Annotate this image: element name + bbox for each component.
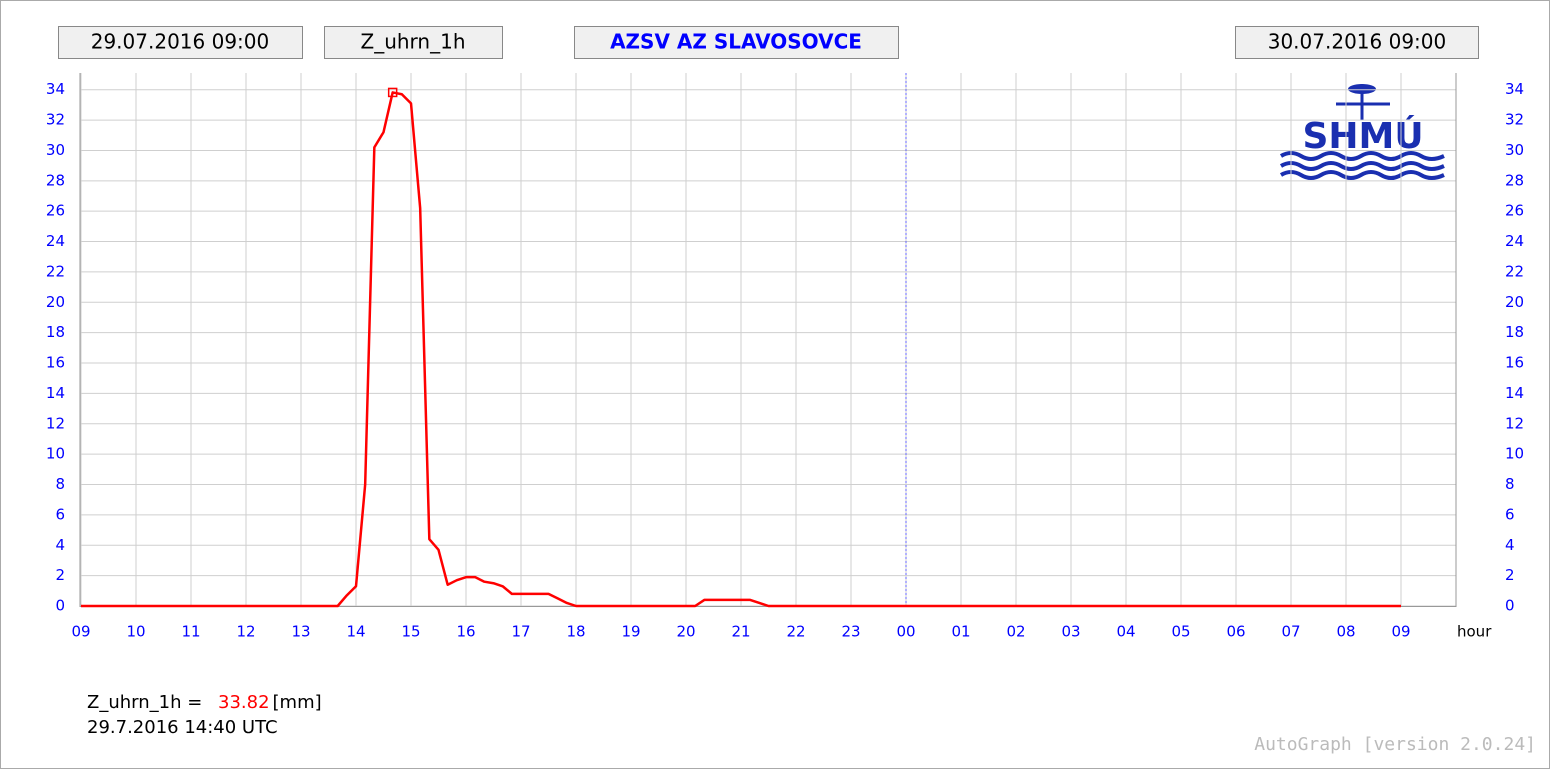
y-tick-label: 2: [55, 566, 65, 584]
x-tick-label: 10: [126, 623, 145, 641]
y2-tick-label: 16: [1505, 354, 1524, 372]
y-tick-label: 0: [55, 597, 65, 615]
x-tick-label: 12: [236, 623, 255, 641]
x-tick-label: 22: [786, 623, 805, 641]
station-box: [574, 26, 899, 59]
y2-tick-label: 12: [1505, 414, 1524, 432]
x-tick-label: 03: [1061, 623, 1080, 641]
y2-tick-label: 2: [1505, 566, 1515, 584]
x-tick-label: 19: [621, 623, 640, 641]
x-tick-label: 23: [841, 623, 860, 641]
y2-tick-label: 10: [1505, 445, 1524, 463]
variable-box: [324, 26, 503, 59]
y-tick-label: 18: [46, 323, 65, 341]
x-tick-label: 05: [1171, 623, 1190, 641]
x-tick-label: 14: [346, 623, 365, 641]
x-tick-label: 06: [1226, 623, 1245, 641]
logo-anemometer: [1348, 84, 1376, 94]
readout-unit: [mm]: [273, 692, 322, 713]
y-tick-label: 32: [46, 111, 65, 129]
y2-tick-label: 18: [1505, 323, 1524, 341]
x-tick-label: 01: [951, 623, 970, 641]
y-tick-label: 24: [46, 232, 65, 250]
y2-tick-label: 24: [1505, 232, 1524, 250]
y-tick-label: 34: [46, 80, 65, 98]
logo-waves: [1279, 151, 1445, 180]
y-tick-label: 12: [46, 414, 65, 432]
y2-tick-label: 34: [1505, 80, 1524, 98]
y-tick-label: 16: [46, 354, 65, 372]
y2-tick-label: 30: [1505, 141, 1524, 159]
y2-tick-label: 22: [1505, 262, 1524, 280]
y2-tick-label: 0: [1505, 597, 1515, 615]
y-tick-label: 4: [55, 536, 65, 554]
x-tick-label: 07: [1281, 623, 1300, 641]
series-line: [81, 91, 1401, 608]
x-tick-label: 09: [71, 623, 90, 641]
y-tick-label: 22: [46, 262, 65, 280]
y-tick-label: 8: [55, 475, 65, 493]
start-box: [58, 26, 303, 59]
x-tick-label: 11: [181, 623, 200, 641]
x-tick-label: 02: [1006, 623, 1025, 641]
y2-tick-label: 20: [1505, 293, 1524, 311]
y2-tick-label: 4: [1505, 536, 1515, 554]
y-tick-label: 14: [46, 384, 65, 402]
x-tick-label: 09: [1391, 623, 1410, 641]
x-tick-label: 04: [1116, 623, 1135, 641]
y2-tick-label: 6: [1505, 505, 1515, 523]
end-box: [1235, 26, 1479, 59]
x-tick-label: 18: [566, 623, 585, 641]
peak-marker: [387, 87, 398, 98]
readout-label: Z_uhrn_1h =: [87, 692, 202, 713]
x-tick-label: 08: [1336, 623, 1355, 641]
x-tick-label: 15: [401, 623, 420, 641]
x-tick-label: 17: [511, 623, 530, 641]
y2-tick-label: 28: [1505, 171, 1524, 189]
y2-tick-label: 8: [1505, 475, 1515, 493]
variable-title: Z_uhrn_1h: [361, 30, 466, 54]
x-tick-label: 21: [731, 623, 750, 641]
readout-time: 29.7.2016 14:40 UTC: [87, 717, 278, 738]
end-time: 30.07.2016 09:00: [1268, 30, 1447, 54]
y2-tick-label: 26: [1505, 202, 1524, 220]
x-tick-label: 00: [896, 623, 915, 641]
y-tick-label: 6: [55, 505, 65, 523]
y-tick-label: 10: [46, 445, 65, 463]
x-tick-label: 20: [676, 623, 695, 641]
y2-tick-label: 14: [1505, 384, 1524, 402]
y-tick-label: 28: [46, 171, 65, 189]
start-time: 29.07.2016 09:00: [91, 30, 270, 54]
x-tick-label: 13: [291, 623, 310, 641]
footer: AutoGraph [version 2.0.24]: [1254, 734, 1536, 755]
y-tick-label: 30: [46, 141, 65, 159]
station-title: AZSV AZ SLAVOSOVCE: [610, 30, 862, 54]
y-tick-label: 20: [46, 293, 65, 311]
x-tick-label: 16: [456, 623, 475, 641]
y2-tick-label: 32: [1505, 111, 1524, 129]
readout-value: 33.82: [218, 692, 270, 713]
y-tick-label: 26: [46, 202, 65, 220]
x-axis-label: hour: [1457, 623, 1492, 641]
